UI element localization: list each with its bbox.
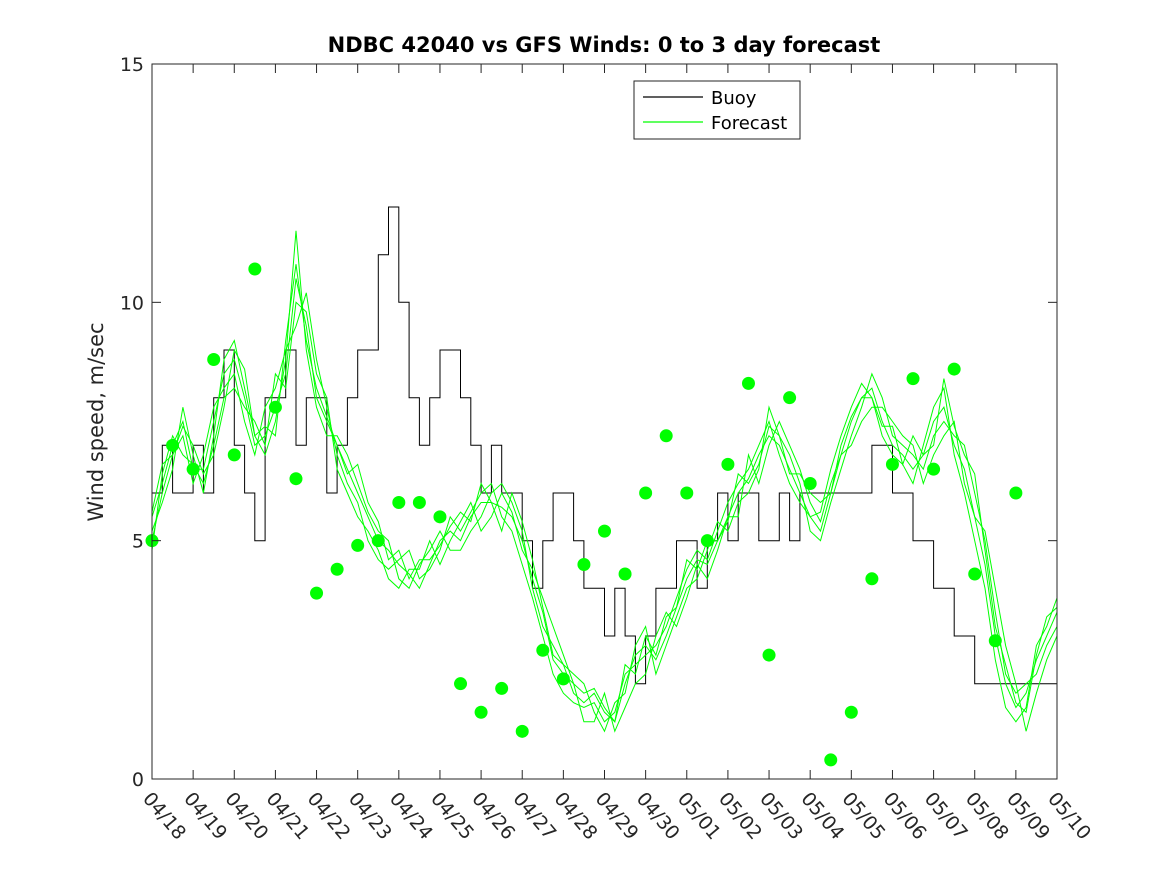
forecast-marker	[824, 753, 837, 766]
forecast-marker	[269, 401, 282, 414]
forecast-marker	[680, 487, 693, 500]
forecast-marker	[783, 391, 796, 404]
forecast-marker	[701, 534, 714, 547]
forecast-marker	[392, 496, 405, 509]
forecast-marker	[433, 510, 446, 523]
forecast-marker	[454, 677, 467, 690]
forecast-marker	[742, 377, 755, 390]
forecast-marker	[248, 262, 261, 275]
legend: Buoy Forecast	[634, 81, 800, 139]
forecast-marker	[660, 429, 673, 442]
forecast-marker	[289, 472, 302, 485]
forecast-marker	[763, 649, 776, 662]
forecast-marker	[721, 458, 734, 471]
forecast-marker	[619, 568, 632, 581]
forecast-marker	[310, 587, 323, 600]
forecast-marker	[577, 558, 590, 571]
forecast-marker	[886, 458, 899, 471]
forecast-marker	[228, 448, 241, 461]
forecast-marker	[331, 563, 344, 576]
legend-forecast-label: Forecast	[711, 113, 787, 134]
legend-buoy-label: Buoy	[711, 88, 757, 109]
forecast-marker	[207, 353, 220, 366]
y-axis-label: Wind speed, m/sec	[84, 322, 108, 521]
forecast-marker	[845, 706, 858, 719]
y-tick-label: 10	[120, 292, 144, 314]
forecast-marker	[907, 372, 920, 385]
forecast-marker	[413, 496, 426, 509]
chart-title: NDBC 42040 vs GFS Winds: 0 to 3 day fore…	[328, 33, 881, 57]
forecast-marker	[495, 682, 508, 695]
forecast-marker	[536, 644, 549, 657]
forecast-marker	[639, 487, 652, 500]
forecast-marker	[598, 525, 611, 538]
forecast-marker	[927, 463, 940, 476]
forecast-marker	[557, 672, 570, 685]
y-tick-label: 0	[132, 769, 144, 791]
forecast-marker	[166, 439, 179, 452]
forecast-marker	[948, 363, 961, 376]
forecast-marker	[989, 634, 1002, 647]
y-tick-label: 5	[132, 531, 144, 553]
forecast-marker	[351, 539, 364, 552]
forecast-marker	[1009, 487, 1022, 500]
forecast-marker	[804, 477, 817, 490]
forecast-marker	[968, 568, 981, 581]
forecast-marker	[516, 725, 529, 738]
forecast-marker	[475, 706, 488, 719]
forecast-marker	[865, 572, 878, 585]
forecast-marker	[372, 534, 385, 547]
y-tick-label: 15	[120, 54, 144, 76]
forecast-marker	[187, 463, 200, 476]
